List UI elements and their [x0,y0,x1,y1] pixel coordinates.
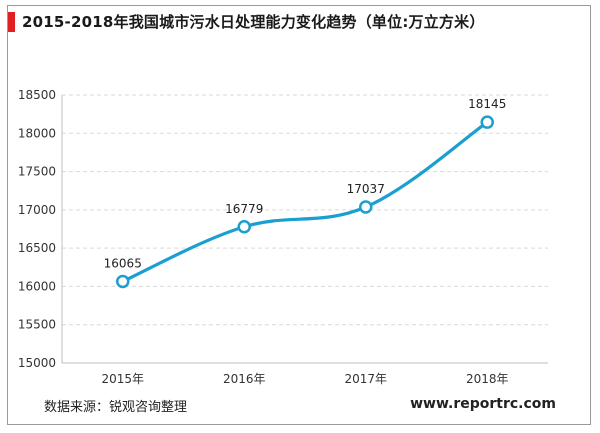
data-point[interactable] [480,115,494,129]
x-tick-label: 2018年 [466,372,509,386]
series-line [121,120,489,284]
data-label: 18145 [468,97,506,111]
axes [61,95,548,364]
website-link[interactable]: www.reportrc.com [410,396,556,412]
data-point[interactable] [116,274,130,289]
y-tick-label: 15500 [18,318,56,332]
gridlines [62,94,548,326]
x-tick-label: 2016年 [223,372,266,386]
y-tick-label: 15000 [18,356,56,370]
y-axis-ticks: 15000 15500 16000 16500 17000 17500 18000 18500 [18,88,56,370]
data-point[interactable] [359,200,373,214]
source-note: 数据来源：锐观咨询整理 [44,400,188,415]
title-accent-bar [8,12,15,32]
data-label: 16779 [225,202,263,216]
series-markers [116,115,494,289]
chart-title: 2015-2018年我国城市污水日处理能力变化趋势（单位:万立方米） [22,13,485,31]
y-tick-label: 16000 [18,279,56,293]
y-tick-label: 17500 [18,165,56,179]
data-label: 17037 [347,182,385,196]
y-tick-label: 18500 [18,88,56,102]
series-line-group [121,120,489,284]
chart-frame [7,5,591,425]
data-point[interactable] [237,220,251,234]
y-tick-label: 16500 [18,241,56,255]
y-tick-label: 18000 [18,126,56,140]
y-tick-label: 17000 [18,203,56,217]
x-axis-ticks: 2015年 2016年 2017年 2018年 [101,372,508,386]
data-label: 16065 [104,256,142,270]
data-labels: 16065 16779 17037 18145 [104,97,507,270]
x-tick-label: 2015年 [101,372,144,386]
x-tick-label: 2017年 [344,372,387,386]
